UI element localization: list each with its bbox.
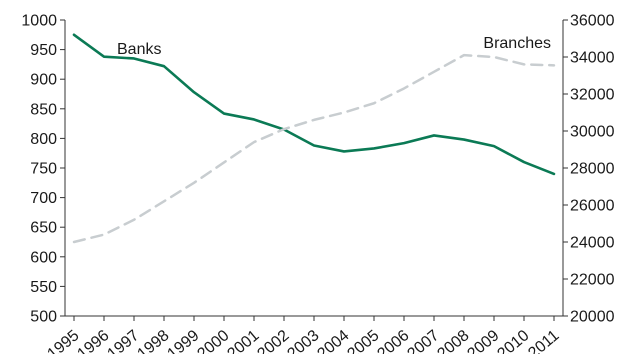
y-left-tick-label: 800 — [30, 131, 57, 148]
y-left-tick-label: 900 — [30, 72, 57, 89]
y-left-tick-label: 850 — [30, 101, 57, 118]
y-right-tick-label: 34000 — [570, 50, 615, 67]
y-right-tick-label: 24000 — [570, 235, 615, 252]
y-right-tick-label: 28000 — [570, 161, 615, 178]
y-left-tick-label: 600 — [30, 249, 57, 266]
series-line-banks — [72, 33, 556, 176]
y-right-tick-label: 20000 — [570, 309, 615, 326]
y-right-tick-label: 22000 — [570, 272, 615, 289]
series-labels: Banks Branches — [117, 35, 551, 58]
series-label-branches: Branches — [483, 35, 551, 52]
y-left-tick-label: 550 — [30, 279, 57, 296]
y-right-tick-label: 36000 — [570, 13, 615, 30]
y-left-tick-label: 950 — [30, 42, 57, 59]
y-left-tick-label: 650 — [30, 220, 57, 237]
axes: 500 550 600 650 700 750 800 850 900 950 1000 20000 2… — [21, 13, 614, 354]
y-right-tick-label: 26000 — [570, 198, 615, 215]
y-left-tick-label: 1000 — [21, 13, 57, 30]
series-label-banks: Banks — [117, 41, 161, 58]
series-line-branches — [72, 53, 556, 244]
y-left-tick-label: 500 — [30, 309, 57, 326]
y-left-tick-label: 750 — [30, 161, 57, 178]
y-right-tick-label: 30000 — [570, 124, 615, 141]
y-right-tick-label: 32000 — [570, 87, 615, 104]
y-left-tick-label: 700 — [30, 190, 57, 207]
series-layer — [72, 33, 556, 244]
